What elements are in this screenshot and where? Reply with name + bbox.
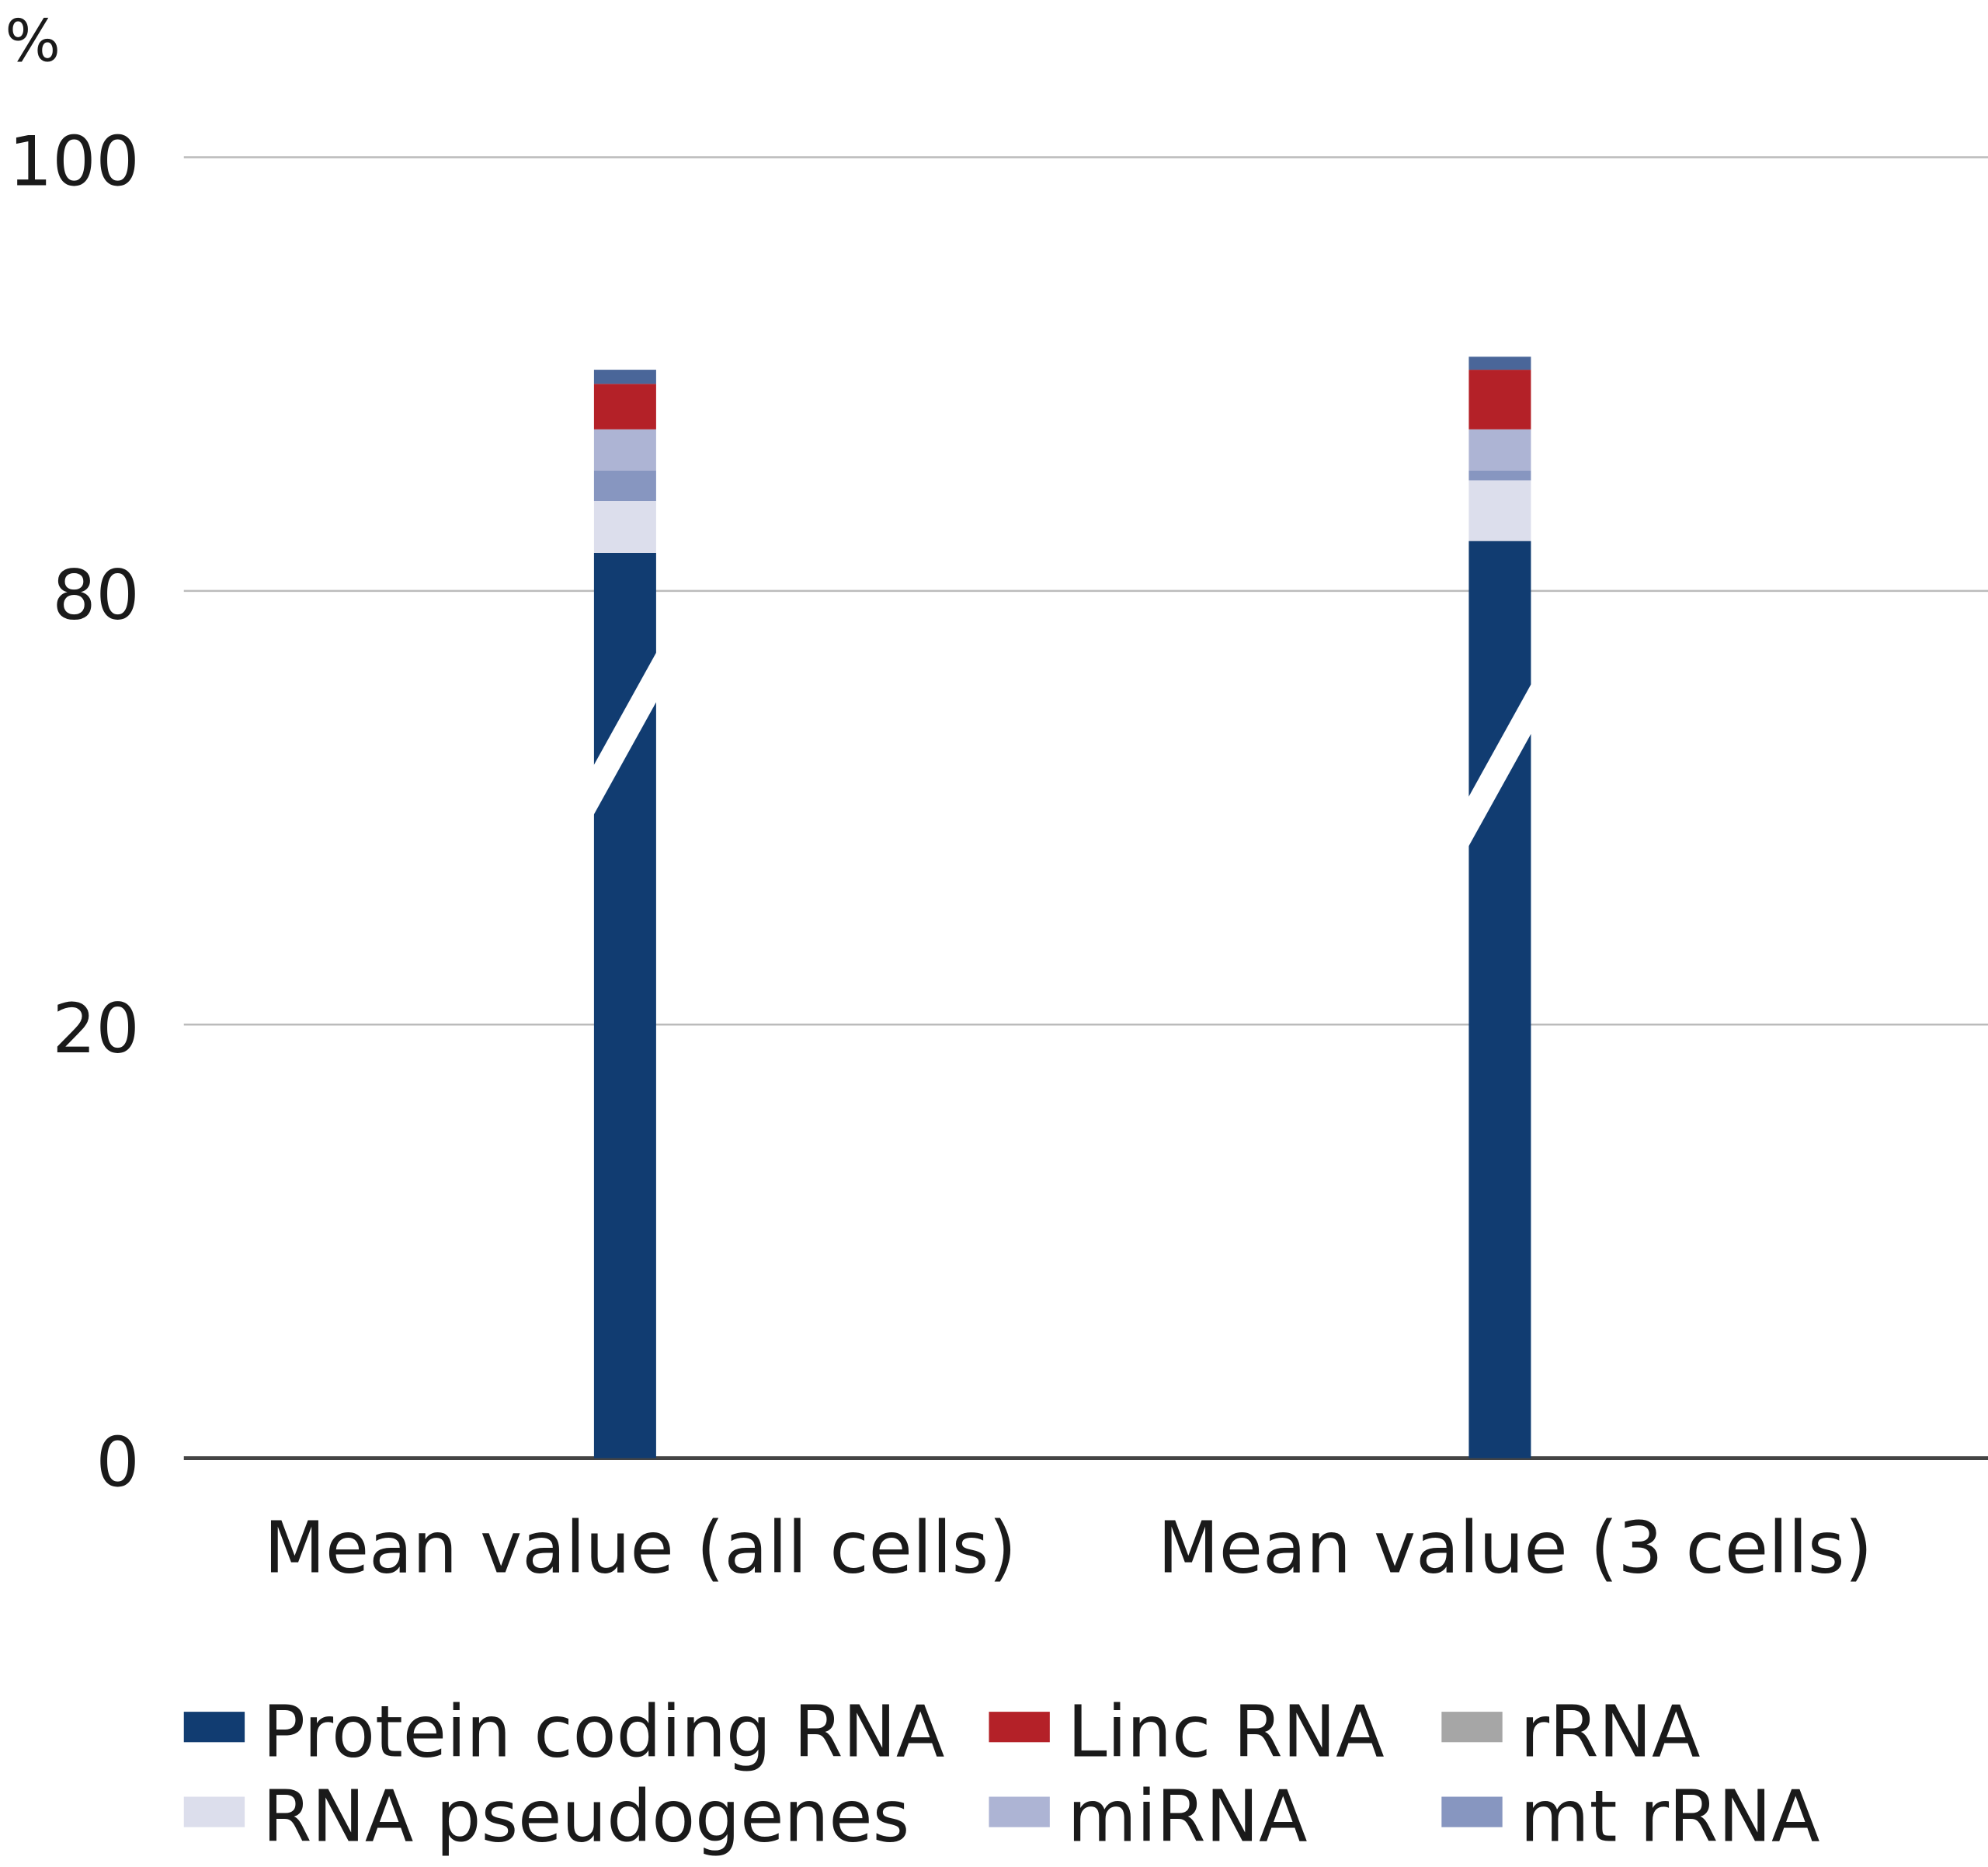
legend-item: rRNA — [1441, 1690, 1701, 1773]
bar-segment — [1468, 470, 1531, 481]
bar-segment — [593, 500, 656, 553]
legend-label: rRNA — [1521, 1690, 1701, 1773]
bar-segment — [593, 370, 656, 384]
legend-swatch — [183, 1796, 245, 1827]
bar-segment — [593, 384, 656, 429]
y-axis-label: % — [5, 6, 61, 75]
legend-label: miRNA — [1068, 1775, 1308, 1858]
y-tick-label: 100 — [9, 121, 139, 201]
bar-segment — [1468, 429, 1531, 471]
y-tick-label: 20 — [52, 989, 139, 1069]
legend-item: Linc RNA — [989, 1690, 1385, 1773]
legend-item: RNA pseudogenes — [183, 1775, 909, 1858]
bar-segment — [593, 470, 656, 501]
bar-segment — [1468, 480, 1531, 541]
legend-label: RNA pseudogenes — [262, 1775, 909, 1858]
axis-break-mark — [1467, 682, 1533, 849]
y-tick-label: 80 — [52, 555, 139, 635]
legend-swatch — [989, 1796, 1050, 1827]
bar-segment — [1468, 356, 1531, 370]
x-tick-label: Mean value (3 cells) — [1158, 1507, 1872, 1590]
legend-item: mt rRNA — [1441, 1775, 1819, 1858]
legend-item: miRNA — [989, 1775, 1308, 1858]
legend-swatch — [1441, 1712, 1503, 1743]
legend-label: Linc RNA — [1068, 1690, 1385, 1773]
legend-swatch — [989, 1712, 1050, 1743]
legend-swatch — [183, 1712, 245, 1743]
axis-break-mark — [593, 650, 658, 817]
x-tick-label: Mean value (all cells) — [264, 1507, 1017, 1590]
bar-segment — [593, 429, 656, 471]
legend-label: Protein coding RNA — [262, 1690, 944, 1773]
legend-label: mt rRNA — [1521, 1775, 1820, 1858]
legend-item: Protein coding RNA — [183, 1690, 944, 1773]
legend-swatch — [1441, 1796, 1503, 1827]
bar-segment — [1468, 370, 1531, 429]
bar-segment — [1468, 541, 1531, 1458]
y-tick-label: 0 — [96, 1423, 139, 1503]
